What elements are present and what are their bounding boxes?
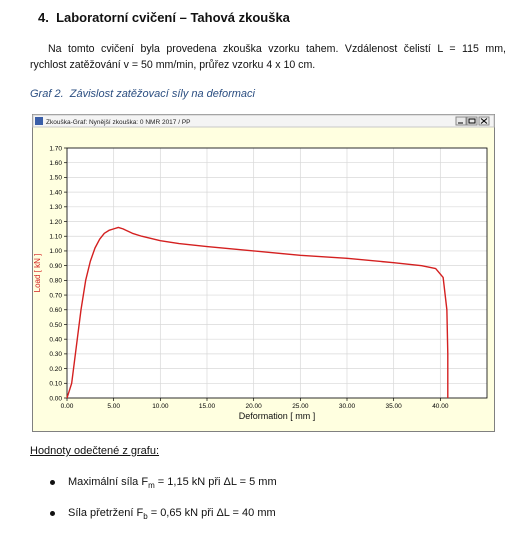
y-tick-label: 1.20 (49, 219, 62, 226)
y-tick-label: 1.10 (49, 234, 62, 241)
x-tick-label: 30.00 (339, 403, 356, 410)
y-axis-label: Load [ kN ] (33, 254, 42, 293)
maximize-button[interactable] (466, 116, 478, 126)
paragraph-line: rychlost zatěžování v = 50 mm/min, průře… (30, 59, 316, 71)
y-tick-label: 0.20 (49, 366, 62, 373)
x-tick-label: 5.00 (107, 403, 120, 410)
y-tick-label: 0.30 (49, 351, 62, 358)
y-tick-label: 1.60 (49, 160, 62, 167)
plot-area (67, 148, 487, 398)
item-text: = 1,15 kN při ΔL = 5 mm (154, 476, 277, 488)
result-item: Síla přetržení Fb = 0,65 kN při ΔL = 40 … (68, 507, 276, 521)
y-tick-label: 0.80 (49, 278, 62, 285)
y-tick-label: 0.00 (49, 395, 62, 402)
bullet (50, 480, 55, 485)
result-item: Maximální síla Fm = 1,15 kN při ΔL = 5 m… (68, 476, 277, 490)
maximize-icon (468, 118, 476, 124)
x-tick-label: 10.00 (152, 403, 169, 410)
title-bar (32, 114, 495, 128)
x-axis-label: Deformation [ mm ] (239, 411, 316, 421)
window-title: Zkouška-Graf: Nynější zkouška: 0 NMR 201… (46, 119, 191, 126)
y-tick-label: 1.70 (49, 145, 62, 152)
x-tick-label: 25.00 (292, 403, 309, 410)
y-tick-label: 0.60 (49, 307, 62, 314)
y-tick-label: 0.90 (49, 263, 62, 270)
y-tick-label: 0.10 (49, 381, 62, 388)
y-tick-label: 0.40 (49, 336, 62, 343)
item-sub: m (148, 481, 155, 491)
window-buttons[interactable] (455, 116, 490, 126)
item-text: = 0,65 kN při ΔL = 40 mm (147, 507, 276, 519)
y-tick-label: 1.40 (49, 189, 62, 196)
y-tick-label: 1.30 (49, 204, 62, 211)
window-icon (35, 117, 43, 125)
x-tick-label: 35.00 (386, 403, 403, 410)
close-icon (480, 118, 488, 124)
y-tick-label: 0.50 (49, 322, 62, 329)
plot-border (66, 147, 488, 399)
results-heading: Hodnoty odečtené z grafu: (30, 445, 160, 457)
item-text: Síla přetržení F (68, 507, 144, 519)
x-tick-label: 0.00 (61, 403, 74, 410)
x-tick-label: 20.00 (246, 403, 263, 410)
data-line (66, 226, 449, 399)
paragraph-line: Na tomto cvičení byla provedena zkouška … (48, 43, 506, 55)
x-tick-label: 15.00 (199, 403, 216, 410)
item-sub: b (143, 512, 148, 522)
caption: Graf 2. Závislost zatěžovací síly na def… (30, 88, 255, 100)
minimize-button[interactable] (455, 116, 467, 126)
bullet (50, 511, 55, 516)
chart-window: Zkouška-Graf: Nynější zkouška: 0 NMR 201… (32, 114, 495, 432)
y-tick-label: 1.50 (49, 175, 62, 182)
x-tick-label: 40.00 (432, 403, 449, 410)
item-text: Maximální síla F (68, 476, 149, 488)
y-tick-label: 0.70 (49, 292, 62, 299)
heading: 4. Laboratorní cvičení – Tahová zkouška (38, 10, 290, 25)
y-tick-label: 1.00 (49, 248, 62, 255)
